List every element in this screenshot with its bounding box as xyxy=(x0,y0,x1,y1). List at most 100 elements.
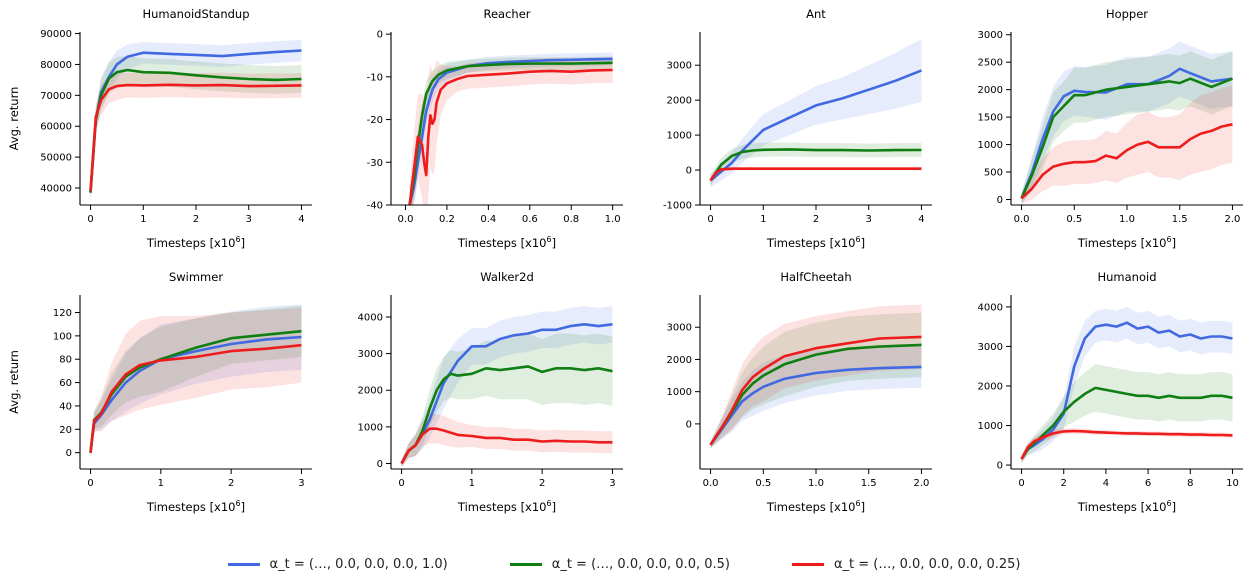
plot-area xyxy=(709,38,922,188)
panel-title: Ant xyxy=(806,7,826,21)
y-tick-label: 2000 xyxy=(667,355,692,366)
y-axis-label: Avg. return xyxy=(7,87,21,151)
panel-title: Reacher xyxy=(483,7,530,21)
plot-area xyxy=(709,304,922,449)
series-line-1 xyxy=(1020,77,1233,199)
x-axis-label: Timesteps [x106] xyxy=(146,499,245,514)
y-tick-label: -30 xyxy=(367,158,383,169)
y-tick-label: 90000 xyxy=(40,29,72,40)
x-tick-label: 0.0 xyxy=(1014,214,1030,225)
series-line-1 xyxy=(400,365,613,465)
x-axis-label: Timesteps [x106] xyxy=(766,499,865,514)
x-tick-label: 1.0 xyxy=(1119,214,1135,225)
panel-5: 0 1000 2000 3000 4000 0 1 2 3 Walker2d Timesteps [… xyxy=(358,270,623,514)
panel-title: HumanoidStandup xyxy=(142,7,249,21)
x-tick-label: 2 xyxy=(228,478,234,489)
y-tick-label: 3000 xyxy=(978,30,1003,41)
confidence-band-2 xyxy=(409,57,613,205)
y-tick-label: 40000 xyxy=(40,184,72,195)
legend-item-red: α_t = (…, 0.0, 0.0, 0.0, 0.25) xyxy=(791,557,1020,572)
y-tick-label: 0 xyxy=(377,30,383,41)
legend-item-blue: α_t = (…, 0.0, 0.0, 0.0, 1.0) xyxy=(227,556,448,572)
y-tick-label: 3000 xyxy=(978,342,1003,353)
legend-label-blue: α_t = (…, 0.0, 0.0, 0.0, 1.0) xyxy=(269,556,448,572)
x-tick-label: 0.5 xyxy=(1066,214,1082,225)
series-line-2 xyxy=(408,68,613,205)
x-tick-label: 1.5 xyxy=(861,478,877,489)
panel-4: 0 20 40 60 80 100 120 0 1 2 3 Swimmer Timesteps [x10… xyxy=(7,270,312,514)
legend-item-green: α_t = (…, 0.0, 0.0, 0.0, 0.5) xyxy=(509,557,730,572)
confidence-band-1 xyxy=(1021,51,1233,204)
legend: α_t = (…, 0.0, 0.0, 0.0, 1.0) α_t = (…, … xyxy=(0,553,1248,575)
panel-2: -1000 0 1000 2000 3000 0 1 2 3 4 Ant Timesteps [x10… xyxy=(663,7,932,250)
x-tick-label: 0.8 xyxy=(563,214,579,225)
confidence-band-0 xyxy=(710,345,922,449)
y-tick-label: 2500 xyxy=(978,58,1003,69)
x-tick-label: 0.2 xyxy=(439,214,455,225)
plot-area xyxy=(1020,306,1233,464)
x-tick-label: 1.0 xyxy=(808,478,824,489)
y-tick-label: 100 xyxy=(53,331,72,342)
plot-area xyxy=(89,304,302,459)
x-tick-label: 0 xyxy=(707,214,713,225)
y-tick-label: 4000 xyxy=(978,302,1003,313)
y-tick-label: -40 xyxy=(367,201,383,212)
x-tick-label: 0.6 xyxy=(522,214,538,225)
series-line-2 xyxy=(709,335,922,446)
x-axis-label: Timesteps [x106] xyxy=(1077,499,1176,514)
panel-title: HalfCheetah xyxy=(780,270,851,284)
y-tick-label: 20 xyxy=(59,425,72,436)
x-tick-label: 2.0 xyxy=(1225,214,1241,225)
series-line-2 xyxy=(89,83,302,192)
plot-area xyxy=(400,305,613,468)
y-tick-label: -10 xyxy=(367,72,383,83)
y-tick-label: 0 xyxy=(377,459,383,470)
legend-swatch-green xyxy=(509,562,542,566)
y-tick-label: 3000 xyxy=(358,349,383,360)
confidence-band-2 xyxy=(1021,428,1233,463)
series-line-0 xyxy=(709,365,922,446)
series-line-1 xyxy=(1020,386,1233,460)
x-tick-label: 0.4 xyxy=(480,214,496,225)
y-tick-label: 4000 xyxy=(358,312,383,323)
x-tick-label: 2 xyxy=(1061,478,1067,489)
y-tick-label: 80000 xyxy=(40,60,72,71)
confidence-band-2 xyxy=(401,414,613,468)
y-tick-label: 1000 xyxy=(358,422,383,433)
confidence-band-2 xyxy=(90,72,302,201)
confidence-band-1 xyxy=(90,305,302,459)
series-line-2 xyxy=(89,343,302,453)
panel-7: 0 1000 2000 3000 4000 0 2 4 6 8 10 Humanoid Timestep… xyxy=(978,270,1243,514)
panel-0: 40000 50000 60000 70000 80000 90000 0 1 2 3 4 Human… xyxy=(7,7,312,250)
x-tick-label: 0 xyxy=(398,478,404,489)
confidence-band-0 xyxy=(710,38,922,188)
confidence-band-2 xyxy=(90,307,302,459)
series-line-2 xyxy=(1020,123,1233,200)
y-tick-label: 0 xyxy=(997,461,1003,472)
y-tick-label: 70000 xyxy=(40,91,72,102)
x-axis-label: Timesteps [x106] xyxy=(766,235,865,250)
confidence-band-0 xyxy=(90,39,302,202)
x-tick-label: 4 xyxy=(298,214,304,225)
x-tick-label: 4 xyxy=(1103,478,1109,489)
y-tick-label: 2000 xyxy=(978,85,1003,96)
x-axis-label: Timesteps [x106] xyxy=(457,235,556,250)
series-line-0 xyxy=(1020,67,1233,199)
x-tick-label: 0.0 xyxy=(703,478,719,489)
x-tick-label: 1.5 xyxy=(1172,214,1188,225)
y-tick-label: -1000 xyxy=(663,201,692,212)
x-tick-label: 3 xyxy=(866,214,872,225)
y-tick-label: -20 xyxy=(367,115,383,126)
x-tick-label: 8 xyxy=(1187,478,1193,489)
panel-6: 0 1000 2000 3000 0.0 0.5 1.0 1.5 2.0 HalfCheetah T… xyxy=(667,270,932,514)
x-tick-label: 0.5 xyxy=(755,478,771,489)
x-tick-label: 3 xyxy=(246,214,252,225)
plot-area xyxy=(1020,41,1233,204)
panel-title: Hopper xyxy=(1106,7,1148,21)
panel-1: -40 -30 -20 -10 0 0.0 0.2 0.4 0.6 0.8 1.0 Reacher Ti… xyxy=(367,7,623,250)
x-tick-label: 2 xyxy=(539,478,545,489)
plot-area xyxy=(408,52,613,205)
series-line-2 xyxy=(709,167,922,182)
series-line-0 xyxy=(89,49,302,193)
y-tick-label: 120 xyxy=(53,308,72,319)
